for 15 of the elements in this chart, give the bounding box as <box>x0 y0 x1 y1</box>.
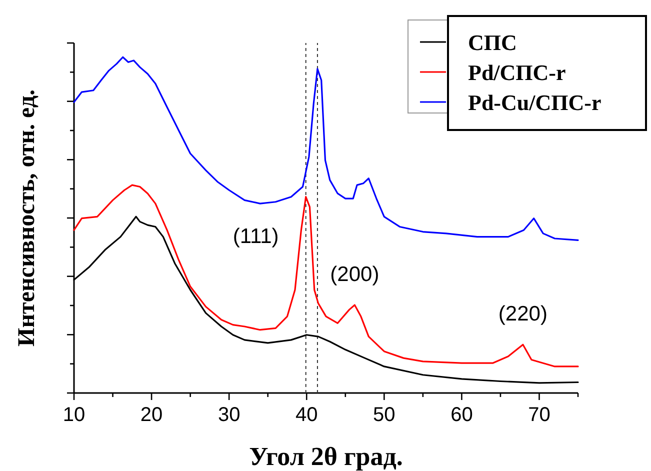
x-tick-label: 20 <box>140 404 163 426</box>
x-tick-label: 50 <box>373 404 396 426</box>
x-tick-label: 70 <box>528 404 550 426</box>
legend-label: СПС <box>468 30 517 55</box>
legend-label: Pd-Cu/СПС-r <box>468 90 602 115</box>
x-tick-label: 40 <box>295 404 318 426</box>
x-tick-label: 60 <box>450 404 473 426</box>
x-tick-label: 30 <box>218 404 240 426</box>
x-axis-title: Угол 2θ град. <box>249 442 403 471</box>
annotation: (200) <box>330 262 380 286</box>
legend-label: Pd/СПС-r <box>468 60 566 85</box>
x-tick-label: 10 <box>62 404 86 426</box>
annotation: (111) <box>232 224 279 248</box>
annotation: (220) <box>498 302 548 326</box>
y-axis-title: Интенсивность, отн. ед. <box>14 90 40 346</box>
